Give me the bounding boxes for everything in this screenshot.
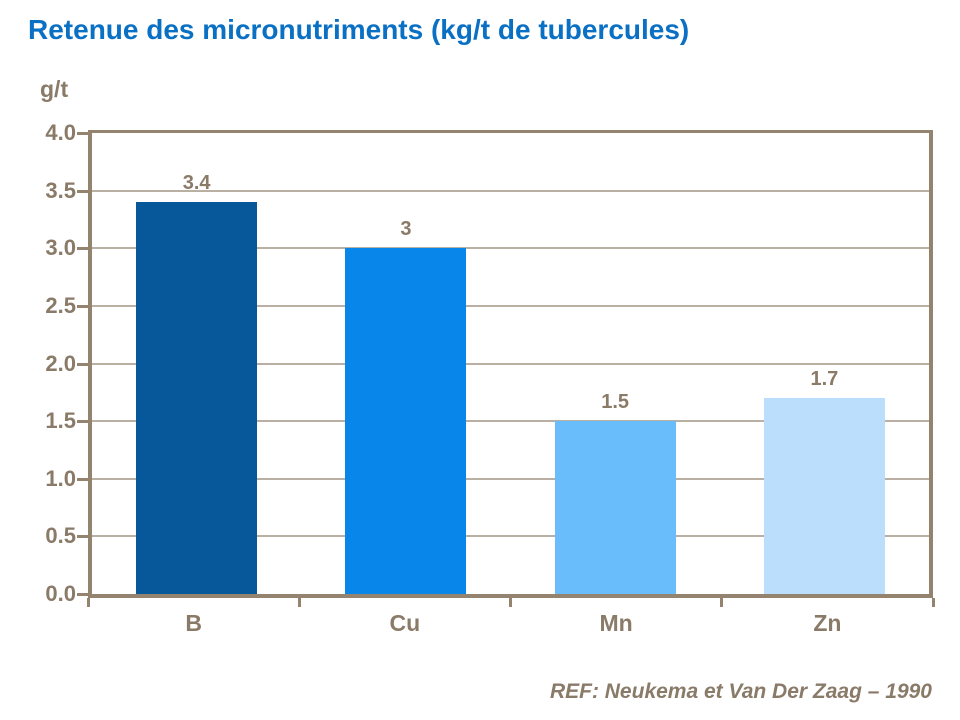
x-axis-tick	[86, 598, 90, 607]
gridline	[92, 420, 929, 423]
y-tick-label: 0.5	[45, 523, 76, 549]
y-axis-unit-label: g/t	[40, 76, 69, 102]
y-tick-label: 2.5	[45, 292, 76, 318]
y-tick-label: 3.5	[45, 177, 76, 203]
y-axis-tick	[77, 535, 88, 539]
y-axis-tick	[77, 132, 88, 135]
bar-Cu	[345, 248, 467, 594]
x-tick-label-Mn: Mn	[599, 610, 633, 636]
bar-B	[136, 202, 258, 594]
y-axis-tick	[77, 593, 88, 596]
x-tick-label-Cu: Cu	[389, 610, 421, 636]
plot-area: 3.4 3 1.5 1.7	[88, 130, 933, 598]
chart-title: Retenue des micronutriments (kg/t de tub…	[28, 14, 690, 45]
bar-value-label: 1.7	[810, 368, 839, 391]
x-axis-tick	[931, 598, 935, 607]
gridline	[92, 304, 929, 307]
gridline	[92, 535, 929, 538]
gridline	[92, 247, 929, 250]
bar-Zn	[763, 398, 885, 594]
x-axis-tick	[297, 598, 301, 607]
y-tick-label: 1.0	[45, 465, 76, 491]
bar-value-label: 3	[400, 218, 412, 241]
x-axis-tick	[509, 598, 512, 607]
x-tick-label-B: B	[185, 610, 202, 636]
bar-Mn	[554, 421, 676, 594]
y-tick-label: 2.0	[45, 350, 76, 376]
gridline	[92, 189, 929, 192]
y-tick-label: 3.0	[45, 235, 76, 261]
bar-value-label: 1.5	[601, 391, 630, 414]
y-axis-tick	[77, 477, 88, 481]
y-axis-tick	[77, 189, 88, 193]
x-axis-tick	[720, 598, 724, 607]
y-axis-tick	[77, 420, 88, 424]
gridline	[92, 362, 929, 365]
y-axis-tick	[77, 362, 88, 366]
y-tick-label: 1.5	[45, 408, 76, 434]
y-tick-label: 0.0	[45, 581, 76, 606]
x-tick-label-Zn: Zn	[813, 610, 842, 636]
gridline	[92, 477, 929, 480]
y-axis-tick	[77, 247, 88, 251]
reference-text: REF: Neukema et Van Der Zaag – 1990	[549, 680, 932, 703]
bar-value-label: 3.4	[182, 172, 211, 195]
y-axis-tick	[77, 304, 88, 308]
y-tick-label: 4.0	[45, 120, 76, 145]
